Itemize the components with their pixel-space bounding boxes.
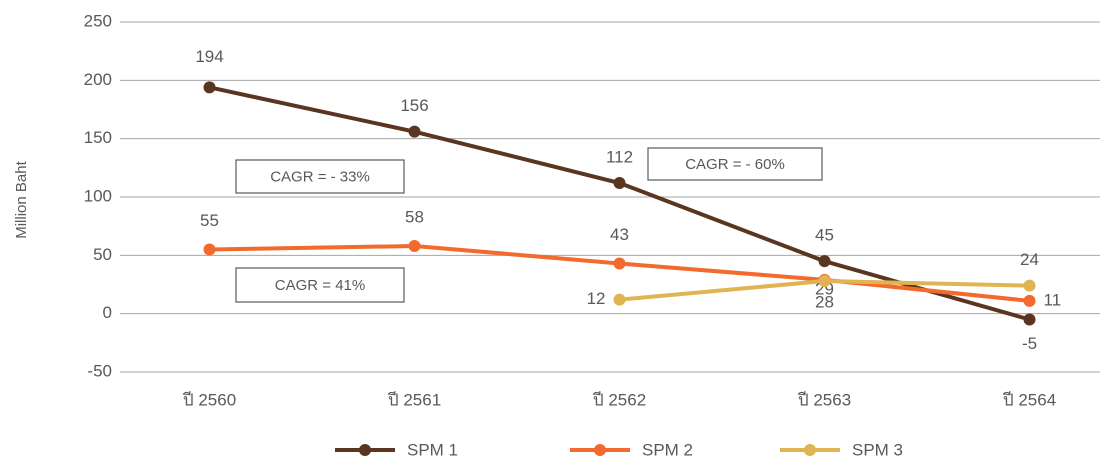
x-tick-label: ปี 2562 (592, 390, 646, 409)
data-label: 24 (1020, 250, 1039, 269)
data-label: 45 (815, 226, 834, 245)
point (408, 125, 421, 138)
point (203, 81, 216, 94)
x-tick-label: ปี 2560 (182, 390, 236, 409)
point (613, 177, 626, 189)
point (613, 257, 626, 270)
legend-swatch-dot (359, 444, 371, 456)
point (1023, 279, 1036, 292)
annotation-box (235, 267, 405, 303)
y-tick-label: 150 (84, 128, 112, 147)
point (613, 293, 626, 306)
data-label: 194 (195, 47, 223, 66)
x-tick-label: ปี 2563 (797, 390, 851, 409)
y-tick-label: 50 (93, 245, 112, 264)
annotation: CAGR = 41% (275, 277, 365, 294)
data-label: 28 (815, 292, 834, 311)
point (818, 275, 831, 287)
legend-label: SPM 3 (852, 440, 903, 459)
annotation-box (647, 147, 823, 181)
point (203, 243, 216, 256)
data-label: 156 (400, 96, 428, 115)
data-label: 12 (587, 289, 606, 308)
y-tick-label: -50 (87, 361, 112, 380)
y-axis-label: Million Baht (13, 160, 30, 238)
data-label: 11 (1044, 290, 1062, 309)
legend-swatch-dot (804, 444, 816, 456)
legend-label: SPM 1 (407, 440, 458, 459)
y-tick-label: 250 (84, 11, 112, 30)
y-tick-label: 0 (103, 303, 112, 322)
y-tick-label: 100 (84, 186, 112, 205)
point (818, 255, 831, 268)
point (408, 240, 421, 252)
data-label: 55 (200, 211, 219, 230)
annotation: CAGR = - 33% (270, 168, 370, 185)
legend-label: SPM 2 (642, 440, 693, 459)
x-tick-label: ปี 2561 (387, 390, 441, 409)
x-tick-label: ปี 2564 (1002, 390, 1056, 409)
data-label: 43 (610, 225, 629, 244)
data-label: 58 (405, 207, 424, 226)
data-label: 112 (606, 147, 633, 166)
point (1023, 294, 1036, 307)
annotation: CAGR = - 60% (685, 156, 785, 173)
annotation-box (235, 159, 405, 194)
legend-swatch-dot (594, 444, 606, 456)
point (1023, 313, 1036, 326)
data-label: -5 (1022, 334, 1037, 353)
y-tick-label: 200 (84, 70, 112, 89)
